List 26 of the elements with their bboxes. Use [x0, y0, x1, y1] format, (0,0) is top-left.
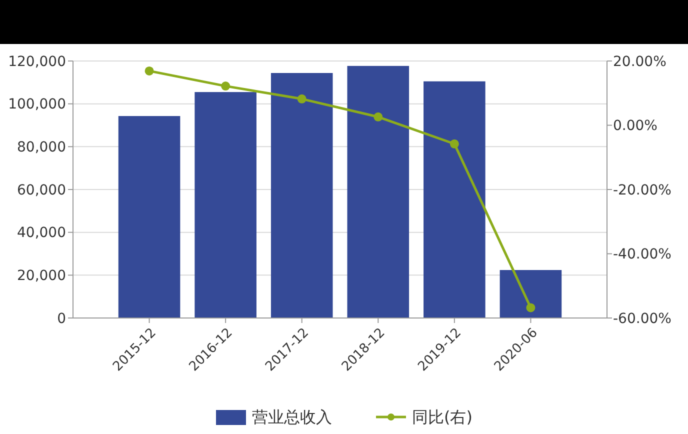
bar — [347, 66, 410, 318]
y2-tick-label: 0.00% — [613, 118, 658, 134]
y-tick-label: 60,000 — [17, 182, 66, 198]
bar — [194, 92, 256, 318]
y-tick-label: 0 — [57, 310, 66, 327]
y2-tick-label: -60.00% — [613, 310, 672, 327]
bar — [270, 72, 333, 318]
legend-label: 营业总收入 — [252, 408, 332, 427]
point — [221, 82, 230, 91]
y2-tick-label: 20.00% — [613, 54, 666, 70]
y-tick-label: 100,000 — [8, 96, 66, 113]
point — [450, 139, 459, 148]
y2-tick-label: -40.00% — [613, 246, 672, 263]
bar — [424, 81, 486, 318]
point — [526, 303, 536, 312]
point — [297, 94, 306, 104]
legend-label: 同比(右) — [412, 408, 472, 427]
bar — [118, 116, 180, 318]
bar — [500, 270, 562, 318]
y-tick-label: 20,000 — [17, 268, 66, 284]
y2-tick-label: -20.00% — [613, 182, 672, 198]
point — [144, 66, 154, 76]
point — [374, 112, 383, 122]
y-tick-label: 80,000 — [17, 140, 66, 156]
y-tick-label: 120,000 — [8, 54, 66, 70]
y-tick-label: 40,000 — [17, 225, 66, 242]
